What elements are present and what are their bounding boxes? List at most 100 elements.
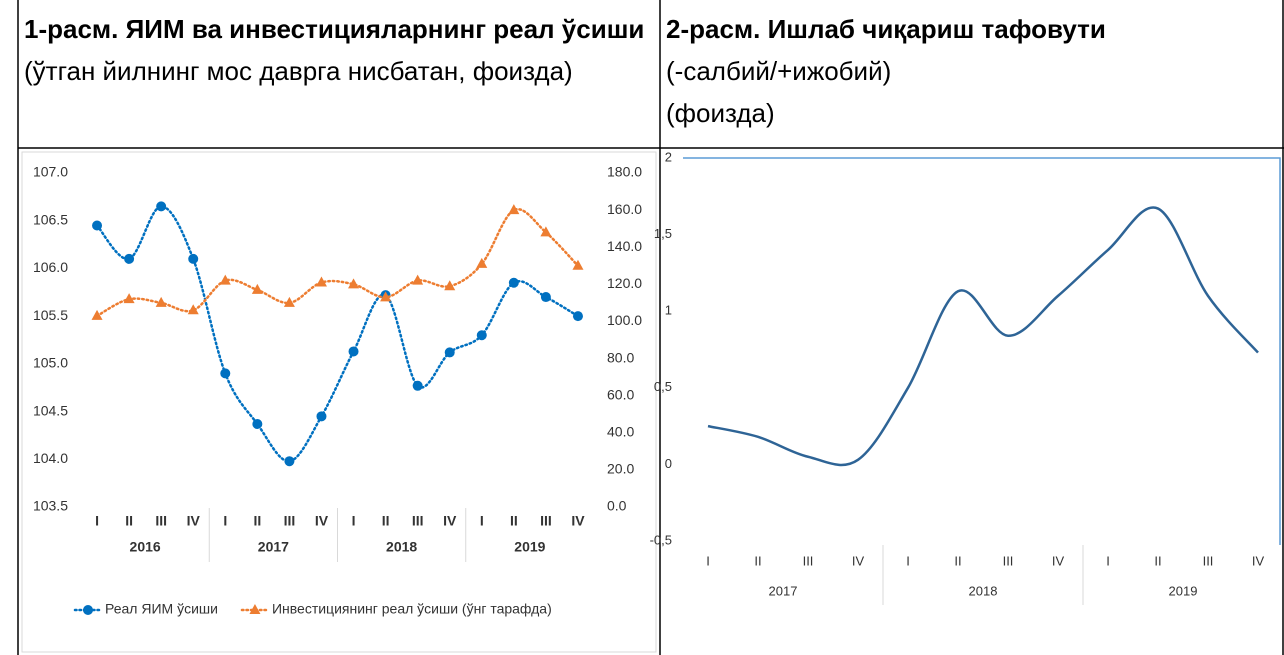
chart-frame xyxy=(21,151,657,653)
point xyxy=(540,292,551,303)
point xyxy=(412,380,423,391)
x-tick-label: IV xyxy=(571,513,585,529)
x-tick-label: IV xyxy=(315,513,329,529)
point xyxy=(508,204,520,215)
y2-tick-label: 60.0 xyxy=(607,386,634,402)
y-tick-label: 2 xyxy=(665,149,672,164)
y-tick-label: 103.5 xyxy=(33,498,68,514)
y-tick-label: 104.0 xyxy=(33,450,68,466)
series-line xyxy=(95,205,580,463)
series-line xyxy=(95,207,580,318)
point xyxy=(251,283,263,294)
legend-label: Инвестициянинг реал ўсиши (ўнг тарафда) xyxy=(272,601,552,617)
x-tick-label: I xyxy=(906,553,910,568)
point xyxy=(508,277,519,288)
x-tick-label: I xyxy=(223,513,227,529)
point xyxy=(476,330,487,341)
y-tick-label: 105.5 xyxy=(33,307,68,323)
x-tick-label: III xyxy=(155,513,167,529)
x-tick-label: II xyxy=(253,513,261,529)
point xyxy=(219,274,231,285)
point xyxy=(412,274,424,285)
x-group-label: 2017 xyxy=(258,539,289,555)
y2-tick-label: 120.0 xyxy=(607,275,642,291)
point xyxy=(92,220,103,231)
x-tick-label: III xyxy=(540,513,552,529)
point xyxy=(220,368,231,379)
figure-subtitle: (ўтган йилнинг мос даврга нисбатан, фоиз… xyxy=(24,56,573,86)
y-tick-label: 106.0 xyxy=(33,259,68,275)
y2-tick-label: 0.0 xyxy=(607,498,627,514)
x-tick-label: III xyxy=(1203,553,1214,568)
header-cell-1: 1-расм. ЯИМ ва инвестицияларнинг реал ўс… xyxy=(24,8,654,92)
x-group-label: 2019 xyxy=(514,539,545,555)
point xyxy=(155,296,167,307)
y2-tick-label: 100.0 xyxy=(607,312,642,328)
figure-title: 1-расм. ЯИМ ва инвестицияларнинг реал ўс… xyxy=(24,14,645,44)
point xyxy=(91,309,103,320)
y-tick-label: 0 xyxy=(665,456,672,471)
point xyxy=(316,411,327,422)
point xyxy=(572,311,583,322)
x-tick-label: II xyxy=(125,513,133,529)
chart-frame xyxy=(683,157,1281,545)
x-group-label: 2017 xyxy=(769,583,798,598)
point xyxy=(156,201,167,212)
series-line xyxy=(707,206,1259,467)
x-group-label: 2019 xyxy=(1169,583,1198,598)
x-tick-label: III xyxy=(803,553,814,568)
legend-marker xyxy=(249,604,261,614)
point xyxy=(444,347,455,358)
x-tick-label: II xyxy=(954,553,961,568)
x-tick-label: III xyxy=(1003,553,1014,568)
x-tick-label: IV xyxy=(443,513,457,529)
x-tick-label: IV xyxy=(187,513,201,529)
x-tick-label: I xyxy=(706,553,710,568)
point xyxy=(123,293,135,304)
x-group-label: 2016 xyxy=(130,539,161,555)
y2-tick-label: 40.0 xyxy=(607,423,634,439)
x-tick-label: I xyxy=(352,513,356,529)
point xyxy=(124,253,135,264)
x-tick-label: II xyxy=(1154,553,1161,568)
legend-label: Реал ЯИМ ўсиши xyxy=(105,601,218,617)
figure-title: 2-расм. Ишлаб чиқариш тафовути xyxy=(666,14,1106,44)
y2-tick-label: 20.0 xyxy=(607,461,634,477)
y2-tick-label: 140.0 xyxy=(607,238,642,254)
y2-tick-label: 80.0 xyxy=(607,349,634,365)
point xyxy=(380,291,392,302)
x-group-label: 2018 xyxy=(969,583,998,598)
y-tick-label: 107.0 xyxy=(33,164,68,180)
point xyxy=(348,278,360,289)
x-tick-label: II xyxy=(382,513,390,529)
y-tick-label: 0,5 xyxy=(654,379,672,394)
x-tick-label: III xyxy=(284,513,296,529)
y-tick-label: 104.5 xyxy=(33,402,68,418)
x-tick-label: II xyxy=(754,553,761,568)
point xyxy=(348,346,359,357)
y-tick-label: 1 xyxy=(665,303,672,318)
x-tick-label: I xyxy=(480,513,484,529)
figure-subtitle: (-салбий/+ижобий) xyxy=(666,56,892,86)
x-tick-label: I xyxy=(1106,553,1110,568)
point xyxy=(572,259,584,270)
point xyxy=(252,418,263,429)
x-group-label: 2018 xyxy=(386,539,417,555)
y-tick-label: 106.5 xyxy=(33,211,68,227)
point xyxy=(476,257,488,268)
point xyxy=(444,280,456,291)
y-tick-label: -0,5 xyxy=(650,532,672,547)
point xyxy=(540,226,552,237)
x-tick-label: IV xyxy=(1052,553,1065,568)
x-tick-label: I xyxy=(95,513,99,529)
point xyxy=(315,276,327,287)
y2-tick-label: 160.0 xyxy=(607,201,642,217)
point xyxy=(283,296,295,307)
figure-unit: (фоизда) xyxy=(666,98,775,128)
y2-tick-label: 180.0 xyxy=(607,164,642,180)
point xyxy=(187,304,199,315)
header-cell-2: 2-расм. Ишлаб чиқариш тафовути (-салбий/… xyxy=(666,8,1276,134)
point xyxy=(188,253,199,264)
